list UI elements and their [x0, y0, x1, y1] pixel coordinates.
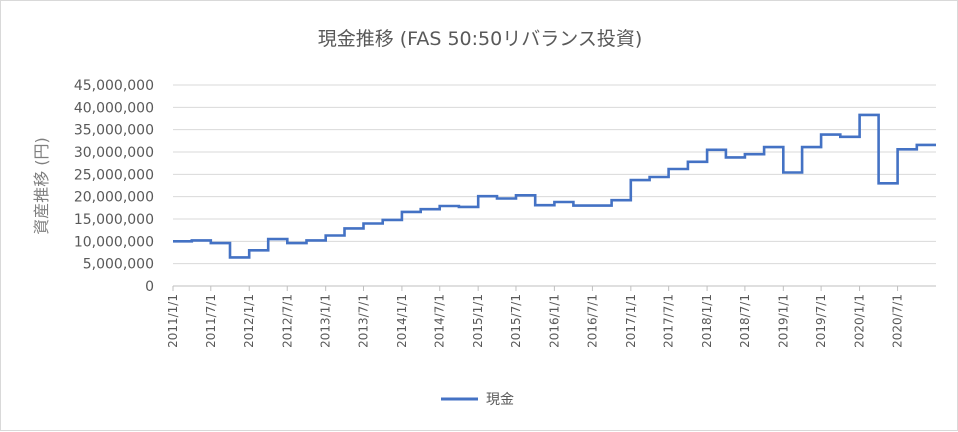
x-tick-label: 2012/1/1 — [242, 294, 256, 348]
x-tick-label: 2020/1/1 — [853, 294, 867, 348]
chart-title: 現金推移 (FAS 50:50リバランス投資) — [318, 28, 643, 50]
x-tick-label: 2011/1/1 — [166, 294, 180, 348]
x-tick-label: 2020/7/1 — [891, 294, 905, 348]
y-tick-label: 30,000,000 — [74, 145, 154, 161]
y-tick-label: 5,000,000 — [83, 257, 154, 273]
x-tick-label: 2014/7/1 — [433, 294, 447, 348]
gridlines — [173, 84, 936, 287]
x-tick-label: 2014/1/1 — [395, 294, 409, 348]
series-layer — [173, 113, 936, 259]
x-tick-label: 2015/7/1 — [509, 294, 523, 348]
x-tick-label: 2019/7/1 — [814, 294, 828, 348]
y-axis-ticks: 0 5,000,000 10,000,000 15,000,000 20,000,000… — [74, 78, 154, 295]
x-tick-label: 2011/7/1 — [204, 294, 218, 348]
x-tick-label: 2013/7/1 — [356, 294, 370, 348]
y-tick-label: 20,000,000 — [74, 190, 154, 206]
y-tick-label: 15,000,000 — [74, 212, 154, 228]
x-tick-label: 2018/1/1 — [700, 294, 714, 348]
y-tick-label: 0 — [145, 279, 154, 295]
y-axis-label: 資産推移 (円) — [32, 137, 51, 235]
x-tick-label: 2017/1/1 — [624, 294, 638, 348]
x-tick-label: 2018/7/1 — [738, 294, 752, 348]
y-tick-label: 45,000,000 — [74, 78, 154, 94]
series-line-cash — [173, 113, 936, 259]
y-tick-label: 10,000,000 — [74, 234, 154, 250]
legend-label: 現金 — [486, 392, 514, 408]
y-tick-label: 25,000,000 — [74, 167, 154, 183]
x-axis-ticks: 2011/1/1 2011/7/1 2012/1/1 2012/7/1 2013/1/1… — [166, 286, 905, 348]
x-tick-label: 2016/1/1 — [547, 294, 561, 348]
y-tick-label: 40,000,000 — [74, 100, 154, 116]
y-tick-label: 35,000,000 — [74, 123, 154, 139]
x-tick-label: 2012/7/1 — [280, 294, 294, 348]
legend: 現金 — [441, 392, 514, 408]
x-tick-label: 2013/1/1 — [319, 294, 333, 348]
x-tick-label: 2015/1/1 — [471, 294, 485, 348]
x-tick-label: 2016/7/1 — [585, 294, 599, 348]
x-tick-label: 2017/7/1 — [662, 294, 676, 348]
x-tick-label: 2019/1/1 — [776, 294, 790, 348]
